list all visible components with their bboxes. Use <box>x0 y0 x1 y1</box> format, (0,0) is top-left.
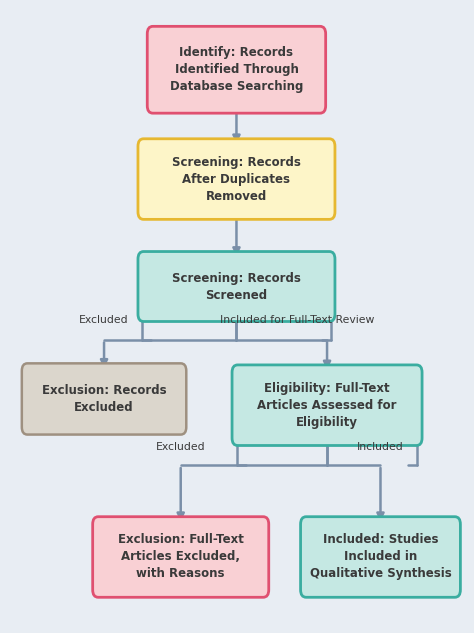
FancyBboxPatch shape <box>232 365 422 446</box>
Text: Screening: Records
Screened: Screening: Records Screened <box>172 272 301 301</box>
FancyBboxPatch shape <box>138 251 335 322</box>
Text: Excluded: Excluded <box>79 315 129 325</box>
Text: Identify: Records
Identified Through
Database Searching: Identify: Records Identified Through Dat… <box>170 46 303 93</box>
Text: Excluded: Excluded <box>156 442 206 452</box>
Text: Included: Included <box>357 442 404 452</box>
FancyBboxPatch shape <box>147 27 326 113</box>
FancyBboxPatch shape <box>22 363 186 435</box>
Text: Included: Studies
Included in
Qualitative Synthesis: Included: Studies Included in Qualitativ… <box>310 534 451 580</box>
FancyBboxPatch shape <box>93 517 269 598</box>
Text: Eligibility: Full-Text
Articles Assessed for
Eligibility: Eligibility: Full-Text Articles Assessed… <box>257 382 397 429</box>
Text: Exclusion: Records
Excluded: Exclusion: Records Excluded <box>42 384 166 414</box>
Text: Screening: Records
After Duplicates
Removed: Screening: Records After Duplicates Remo… <box>172 156 301 203</box>
Text: Included for Full-Text Review: Included for Full-Text Review <box>219 315 374 325</box>
FancyBboxPatch shape <box>138 139 335 220</box>
FancyBboxPatch shape <box>301 517 460 598</box>
Text: Exclusion: Full-Text
Articles Excluded,
with Reasons: Exclusion: Full-Text Articles Excluded, … <box>118 534 244 580</box>
